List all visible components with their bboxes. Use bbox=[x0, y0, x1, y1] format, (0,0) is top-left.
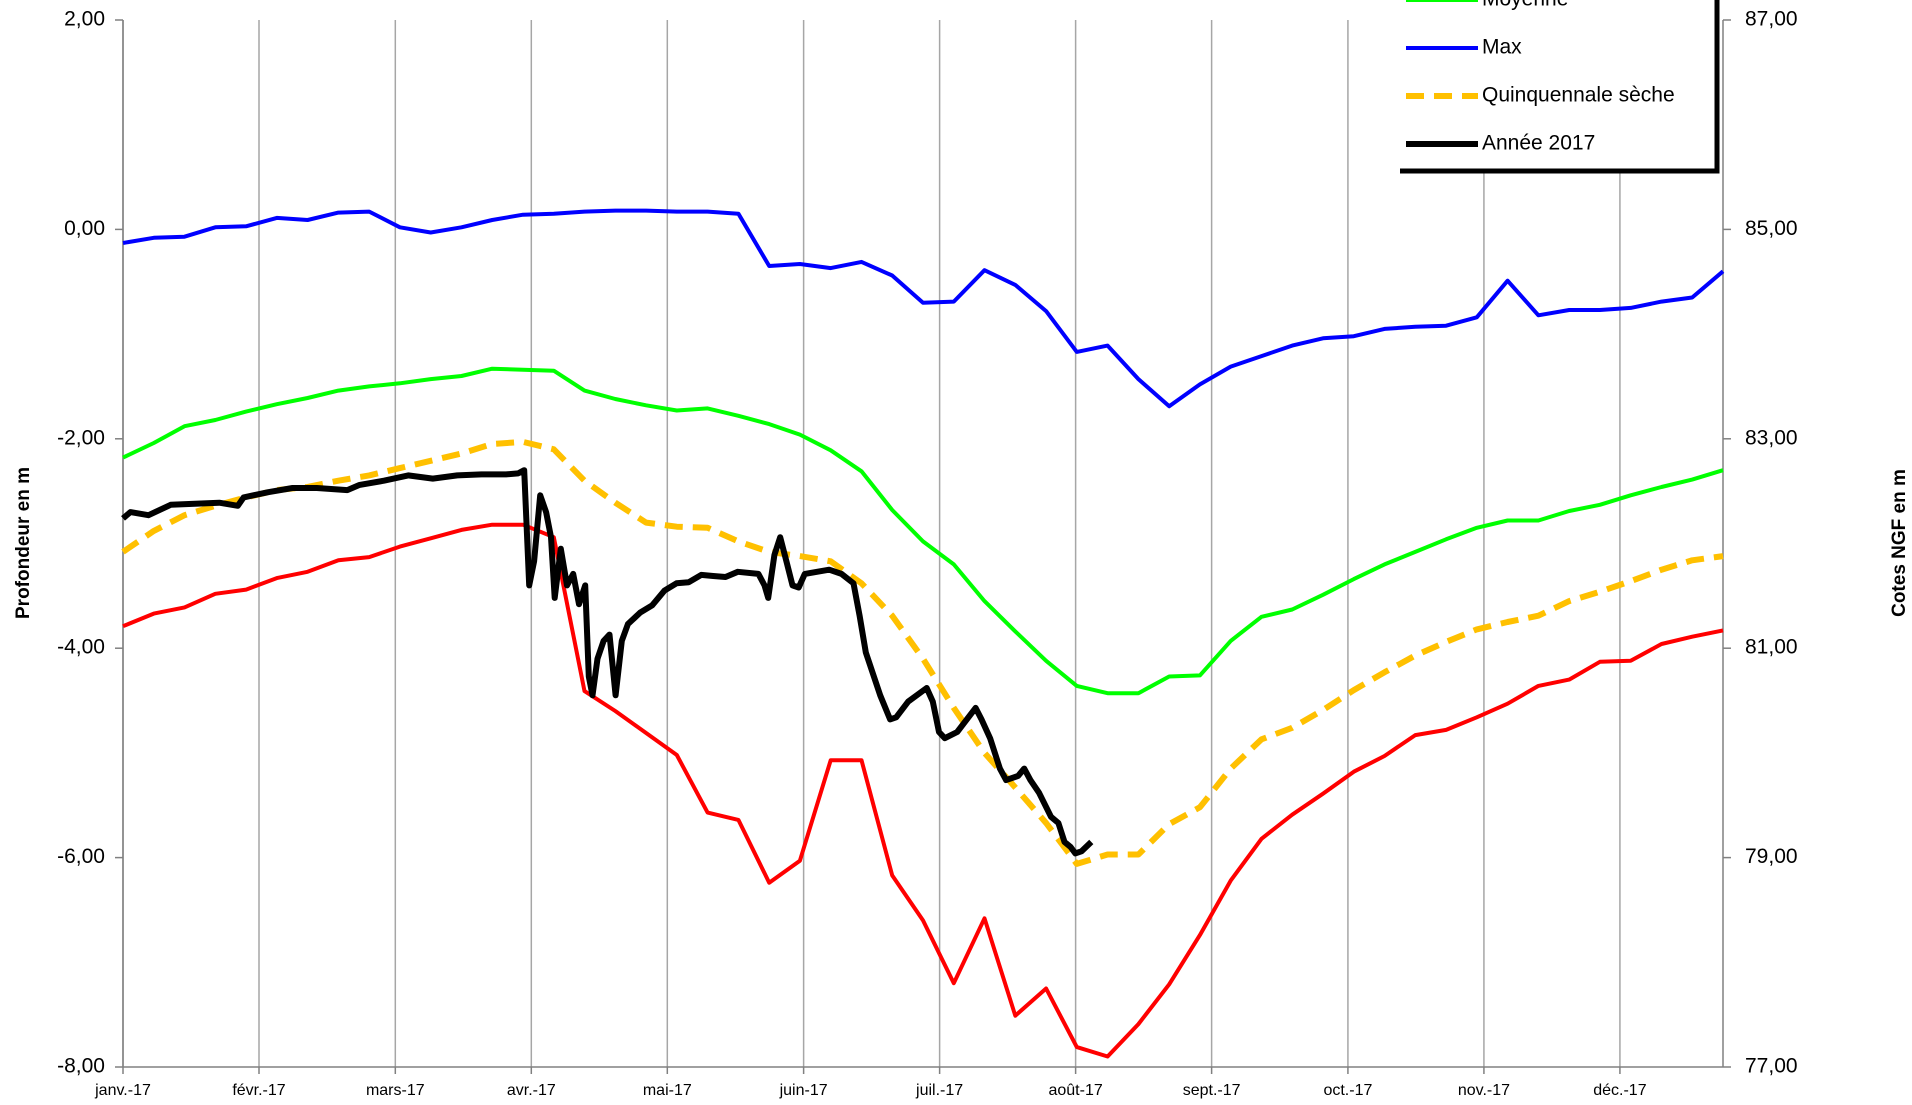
x-tick-label: mars-17 bbox=[366, 1082, 425, 1099]
x-tick-label: août-17 bbox=[1048, 1082, 1102, 1099]
y2-tick-label: 81,00 bbox=[1745, 636, 1798, 659]
x-tick-label: janv.-17 bbox=[94, 1082, 151, 1099]
x-tick-label: juil.-17 bbox=[915, 1082, 963, 1099]
y2-tick-label: 87,00 bbox=[1745, 8, 1798, 31]
y2-tick-label: 77,00 bbox=[1745, 1055, 1798, 1078]
x-tick-label: avr.-17 bbox=[507, 1082, 556, 1099]
series-line bbox=[122, 208, 1725, 409]
legend: Moyenne Max Quinquennale sèche Année 2017 bbox=[1400, 0, 1720, 174]
y-axis-title: Profondeur en m bbox=[13, 467, 34, 619]
legend-label: Max bbox=[1482, 36, 1522, 59]
series-line bbox=[121, 467, 1094, 857]
y-tick-label: -6,00 bbox=[57, 845, 105, 868]
legend-label: Année 2017 bbox=[1482, 132, 1595, 155]
legend-border bbox=[1400, 0, 1720, 174]
series-line bbox=[122, 366, 1724, 696]
y2-tick-label: 79,00 bbox=[1745, 845, 1798, 868]
legend-label: Quinquennale sèche bbox=[1482, 84, 1675, 107]
x-tick-label: févr.-17 bbox=[232, 1082, 285, 1099]
x-tick-label: juin-17 bbox=[779, 1082, 828, 1099]
y2-tick-label: 83,00 bbox=[1745, 426, 1798, 449]
y-tick-label: -8,00 bbox=[57, 1055, 105, 1078]
y-tick-label: 2,00 bbox=[64, 8, 105, 31]
x-tick-label: nov.-17 bbox=[1458, 1082, 1510, 1099]
y2-tick-label: 85,00 bbox=[1745, 217, 1798, 240]
x-tick-label: oct.-17 bbox=[1323, 1082, 1372, 1099]
x-tick-label: mai-17 bbox=[643, 1082, 692, 1099]
y-tick-label: -2,00 bbox=[57, 426, 105, 449]
legend-label: Moyenne bbox=[1482, 0, 1568, 11]
series-line bbox=[121, 438, 1724, 867]
y-tick-label: 0,00 bbox=[64, 217, 105, 240]
y-tick-label: -4,00 bbox=[57, 636, 105, 659]
x-tick-label: sept.-17 bbox=[1183, 1082, 1241, 1099]
series-line bbox=[122, 522, 1724, 1059]
y2-axis-title: Cotes NGF en m bbox=[1889, 469, 1910, 617]
x-tick-label: déc.-17 bbox=[1593, 1082, 1646, 1099]
